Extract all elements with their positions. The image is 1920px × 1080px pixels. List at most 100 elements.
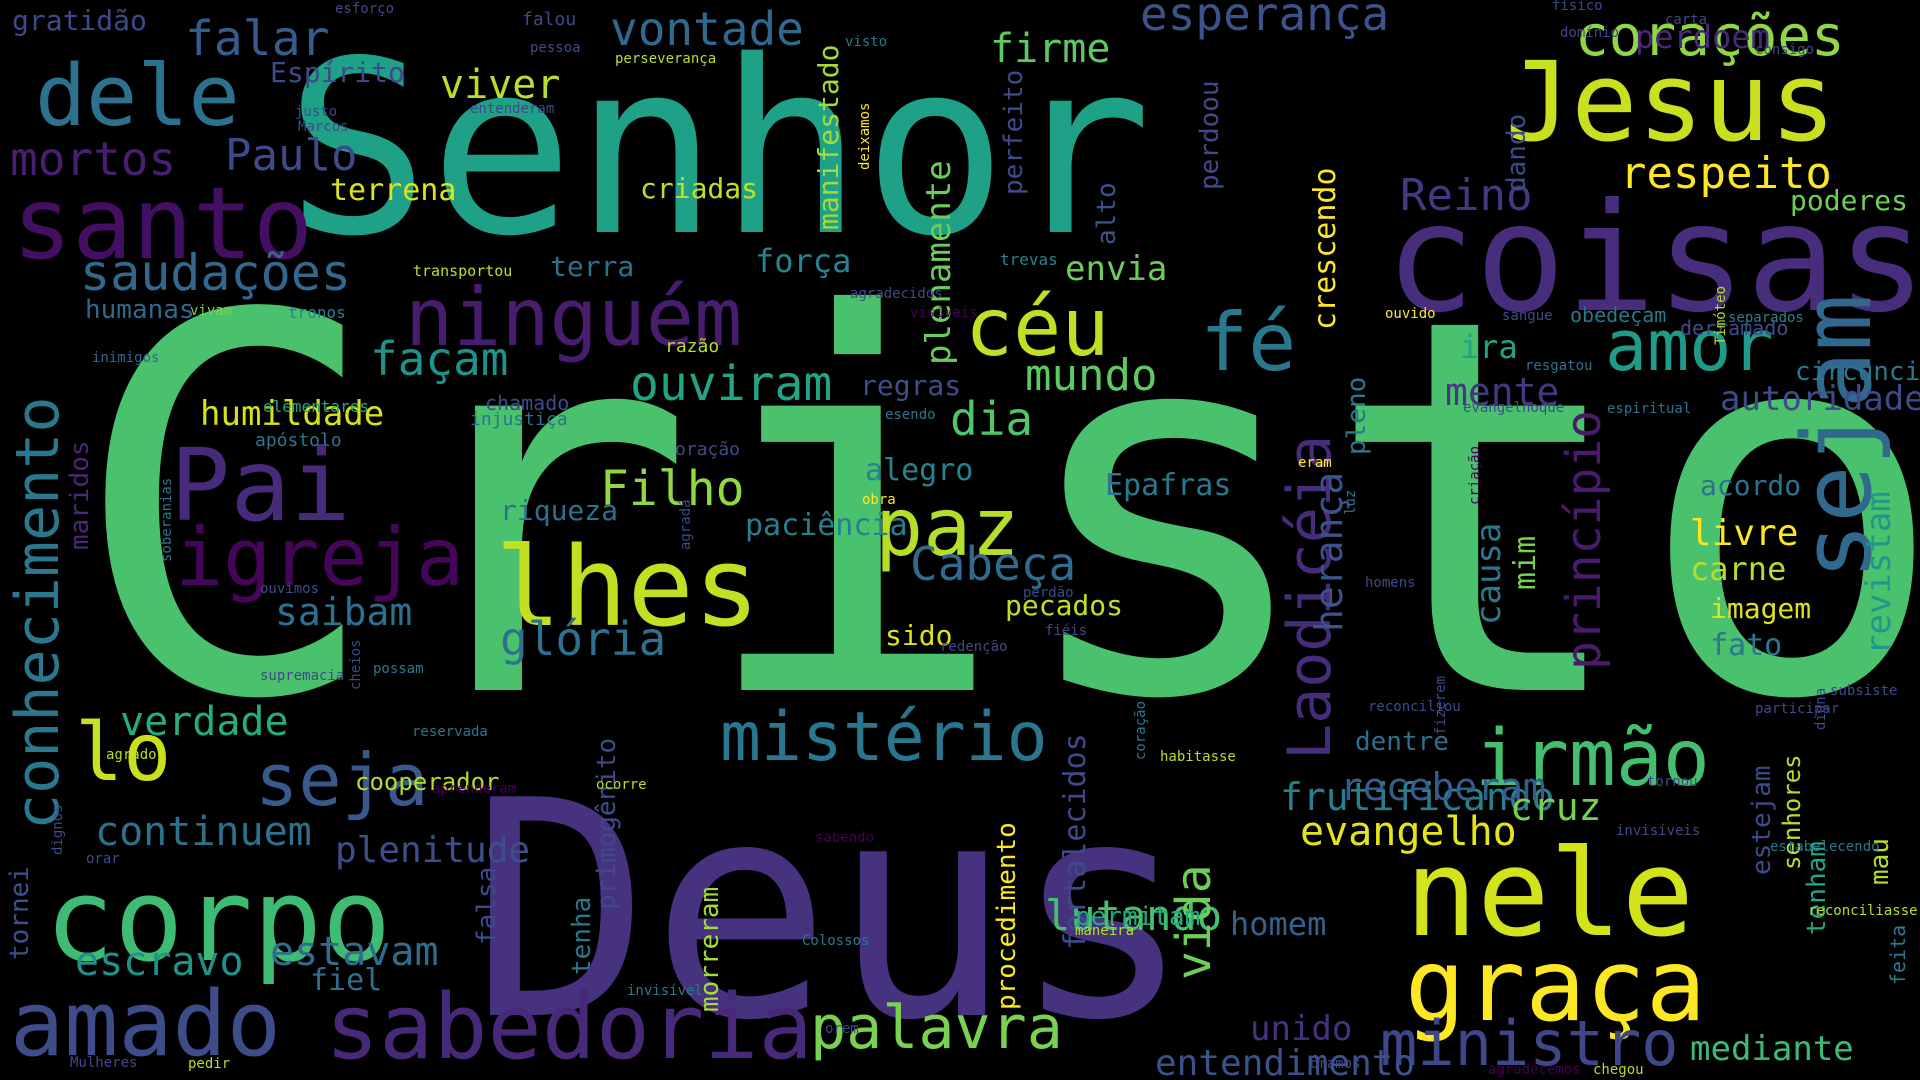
word-cheios: cheios [348,639,364,690]
word-ceu: céu [965,281,1110,374]
word-mediante: mediante [1690,1029,1854,1069]
word-procedimento: procedimento [992,822,1022,1010]
word-livre: livre [1690,513,1798,554]
word-possam: possam [373,661,424,677]
word-escravo: escravo [75,939,244,985]
word-obedecam: obedeçam [1570,303,1666,327]
word-cooperador: cooperador [355,768,500,796]
word-perdoou: perdoou [1195,80,1225,190]
word-supremacia: supremacia [260,668,344,684]
word-paciencia: paciência [745,508,908,543]
word-terra: terra [550,250,634,283]
word-esforco: esforço [335,1,394,17]
word-senhor: Senhor [285,9,1152,289]
word-tenha: tenha [567,897,597,975]
word-coracao: coração [1133,701,1149,760]
word-senhores: senhores [1778,754,1806,870]
word-fato: fato [1710,628,1782,663]
word-perseveranca: perseverança [615,51,716,67]
word-soberanias: soberanias [159,478,175,562]
word-saudacoes: saudações [80,244,351,302]
word-dando: dando [1502,114,1532,192]
word-espiritual: espiritual [1607,401,1691,417]
word-mim: mim [1508,536,1543,590]
word-cristo: Cristo [70,207,1920,813]
word-transportou: transportou [413,262,512,280]
word-ouviram: ouviram [630,356,832,412]
word-revistam: revistam [1859,491,1899,655]
word-cruz: cruz [1510,785,1602,829]
word-heranca: herança [1307,472,1351,632]
word-coisas: coisas [1385,172,1920,346]
word-cabeca: Cabeça [910,537,1076,591]
word-injustica: injustiça [470,409,568,430]
word-pecados: pecados [1005,589,1123,622]
word-continuem: continuem [95,809,312,855]
word-falar: falar [185,11,330,67]
word-verdade: verdade [120,699,289,745]
word-sangue: sangue [1502,308,1553,324]
word-gloria: glória [500,612,666,666]
word-pleno: pleno [1342,377,1372,455]
word-irmao: irmão [1475,714,1710,804]
word-permitam: permitam [1075,902,1200,932]
word-dignos: dignos [50,804,66,855]
word-epafras: Epafras [1105,468,1231,503]
word-agradecidos: agradecidos [850,286,943,302]
word-deixamos: deixamos [857,103,873,170]
word-eram: eram [1298,455,1332,471]
word-ocorre: ocorre [596,777,647,793]
word-crescendo: crescendo [1308,167,1343,330]
word-seja: seja [255,738,428,822]
word-mortos: mortos [10,132,176,186]
word-visiveis: visíveis [910,305,977,321]
word-fiel: fiel [310,963,382,998]
word-colossos: Colossos [802,933,869,949]
word-perdoem: perdoem [1635,18,1770,56]
word-perfeito: perfeito [999,70,1029,195]
word-criacao: criação [1467,446,1483,505]
word-facam: façam [370,332,508,386]
word-esperanca: esperança [1140,0,1389,41]
word-respeito: respeito [1620,148,1832,199]
word-separados: separados [1728,310,1804,326]
word-amado: amado [10,972,281,1077]
word-nele: nele [1405,825,1694,964]
word-reconciliasse: reconciliasse [1808,903,1918,919]
word-trevas: trevas [1000,250,1058,269]
word-paz: paz [875,481,1020,574]
word-tornei: tornei [5,866,35,960]
word-lutando: lutando [1045,891,1222,940]
word-poderes: poderes [1790,184,1908,217]
word-acordo: acordo [1700,469,1801,502]
word-dele: dele [35,47,240,146]
word-derramado: derramado [1680,316,1788,340]
word-igreja: igreja [175,511,464,604]
word-marcos: Marcos [298,119,349,135]
word-agrado: agrado [106,747,157,763]
word-graca: graça [1405,927,1706,1044]
word-plenitude: plenitude [335,830,530,871]
word-primogenito: primogênito [592,738,622,910]
word-alto: alto [1092,182,1122,245]
word-vida: vida [1166,864,1222,980]
word-forca: força [755,242,851,280]
word-morreram: morreram [695,887,725,1012]
word-reservada: reservada [412,724,488,740]
word-deus: Deus [470,737,1192,1080]
word-chamado: chamado [485,391,569,415]
word-agradecemos: agradecemos [1488,1062,1581,1078]
word-ouvimos: ouvimos [260,581,319,597]
word-firme: firme [990,26,1110,72]
word-receberam: receberam [1340,765,1546,809]
word-sabedoria: sabedoria [325,975,813,1080]
word-timoteo: Timóteo [1713,286,1729,345]
word-habitasse: habitasse [1160,749,1236,765]
word-viver: viver [440,62,560,108]
word-tronos: tronos [288,303,346,322]
word-amor: amor [1605,305,1774,387]
word-invisivel: invisível [627,983,703,999]
word-oramos: oramos [1310,1056,1361,1072]
word-ministro: ministro [1380,1007,1679,1080]
word-consigo: consigo [1755,42,1814,58]
